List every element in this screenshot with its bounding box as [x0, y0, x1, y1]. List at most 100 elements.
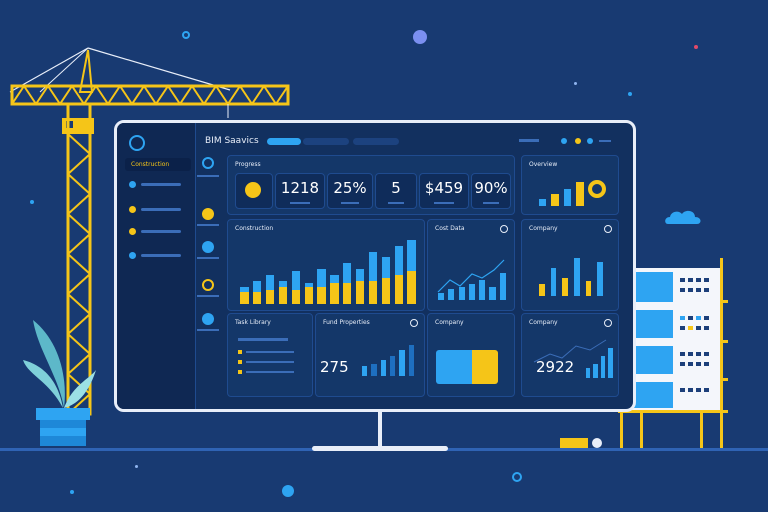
fund-bar-chart: [360, 340, 416, 376]
chart-bar: [304, 286, 313, 304]
chart-bar: [368, 251, 378, 304]
nav-icon: [129, 181, 136, 188]
chart-bar: [585, 280, 592, 296]
chart-bar: [550, 268, 557, 296]
kpi-tile[interactable]: 25%: [327, 173, 373, 209]
chart-bar: [479, 280, 486, 300]
globe-icon[interactable]: [202, 241, 214, 253]
chart-bar: [253, 280, 262, 304]
chart-bar: [563, 189, 571, 206]
tool-icon[interactable]: [202, 208, 214, 220]
card-title: Company: [529, 225, 558, 232]
info-icon[interactable]: [410, 319, 418, 327]
chart-bar: [278, 286, 288, 304]
nav-icon: [129, 206, 136, 213]
kpi-value: 90%: [474, 179, 508, 197]
card-title: Company: [529, 319, 558, 326]
decor-dot: [694, 45, 698, 49]
cloud-icon: [665, 210, 701, 224]
decor-dot: [30, 200, 34, 204]
kpi-icon-tile[interactable]: [235, 173, 273, 209]
chart-bar: [390, 355, 396, 376]
chart-bar: [600, 356, 605, 378]
kpi-tile[interactable]: 5: [375, 173, 417, 209]
kpi-value: $459: [424, 179, 464, 197]
decor-dot: [628, 92, 632, 96]
chart-bar: [399, 349, 405, 376]
construction-bar-chart: [238, 234, 418, 304]
cost-data-card: Cost Data: [427, 219, 515, 311]
chart-bar: [468, 284, 476, 300]
tab[interactable]: [303, 138, 349, 145]
tab[interactable]: [353, 138, 399, 145]
plant-icon: [23, 320, 96, 446]
info-icon[interactable]: [500, 225, 508, 233]
kpi-tile[interactable]: 90%: [471, 173, 511, 209]
info-icon[interactable]: [604, 225, 612, 233]
monitor-base: [312, 446, 448, 451]
company-value: 2922: [536, 358, 575, 376]
decor-dot: [574, 82, 577, 85]
settings-icon[interactable]: [202, 313, 214, 325]
alert-icon[interactable]: [575, 138, 581, 144]
sidebar-item[interactable]: [125, 227, 191, 237]
chart-bar: [343, 283, 352, 304]
home-icon[interactable]: [202, 157, 214, 169]
monitor-screen: Construction BIM Saavics Progress 1218 2…: [114, 120, 636, 412]
chart-bar: [489, 286, 496, 300]
company-trend-line: [533, 339, 607, 363]
chart-bar: [608, 348, 613, 378]
task-library-card: Task Library: [227, 313, 313, 397]
company-card: Company 2922: [521, 313, 619, 397]
card-title: Construction: [235, 225, 274, 232]
card-title: Company: [435, 319, 464, 326]
chart-bar: [597, 262, 604, 296]
sidebar: Construction: [117, 123, 196, 409]
kpi-value: 5: [391, 179, 401, 197]
fund-properties-card: Fund Properties 275: [315, 313, 425, 397]
target-icon: [245, 182, 261, 198]
sidebar-item[interactable]: [125, 205, 191, 215]
chart-bar: [551, 194, 559, 206]
decor-dot: [413, 30, 427, 44]
company-card: Company: [521, 219, 619, 311]
notification-icon[interactable]: [561, 138, 567, 144]
decor-dot: [182, 31, 190, 39]
tab-active[interactable]: [267, 138, 301, 145]
highlight-tile[interactable]: [472, 350, 498, 384]
monitor-stand: [378, 409, 382, 447]
construction-card: Construction: [227, 219, 425, 311]
chart-bar: [394, 245, 403, 304]
chart-bar: [291, 290, 301, 304]
cost-trend-line: [437, 259, 505, 293]
highlight-tile[interactable]: [436, 350, 476, 384]
chart-bar: [394, 274, 403, 304]
kpi-tile[interactable]: 1218: [275, 173, 325, 209]
clock-icon[interactable]: [202, 279, 214, 291]
card-title: Overview: [529, 161, 558, 168]
chart-bar: [576, 182, 584, 206]
chart-bar: [253, 292, 262, 304]
fund-value: 275: [320, 358, 349, 376]
chart-bar: [265, 290, 275, 304]
nav-icon: [129, 252, 136, 259]
chart-bar: [407, 271, 416, 304]
sidebar-item[interactable]: [125, 251, 191, 261]
chart-bar: [593, 363, 598, 378]
kpi-tile[interactable]: $459: [419, 173, 469, 209]
chart-bar: [368, 280, 378, 304]
info-icon[interactable]: [604, 319, 612, 327]
chart-bar: [317, 286, 326, 304]
menu-icon[interactable]: [599, 140, 611, 142]
sidebar-item[interactable]: [125, 180, 191, 190]
chart-bar: [499, 273, 506, 300]
chart-bar: [371, 364, 377, 376]
overview-bar-chart: [536, 176, 586, 206]
chart-bar: [355, 280, 365, 304]
header-text: [519, 139, 539, 142]
chart-bar: [362, 366, 368, 376]
sidebar-item-construction[interactable]: Construction: [125, 158, 191, 171]
chart-bar: [240, 292, 249, 304]
chart-bar: [562, 277, 569, 296]
user-icon[interactable]: [587, 138, 593, 144]
